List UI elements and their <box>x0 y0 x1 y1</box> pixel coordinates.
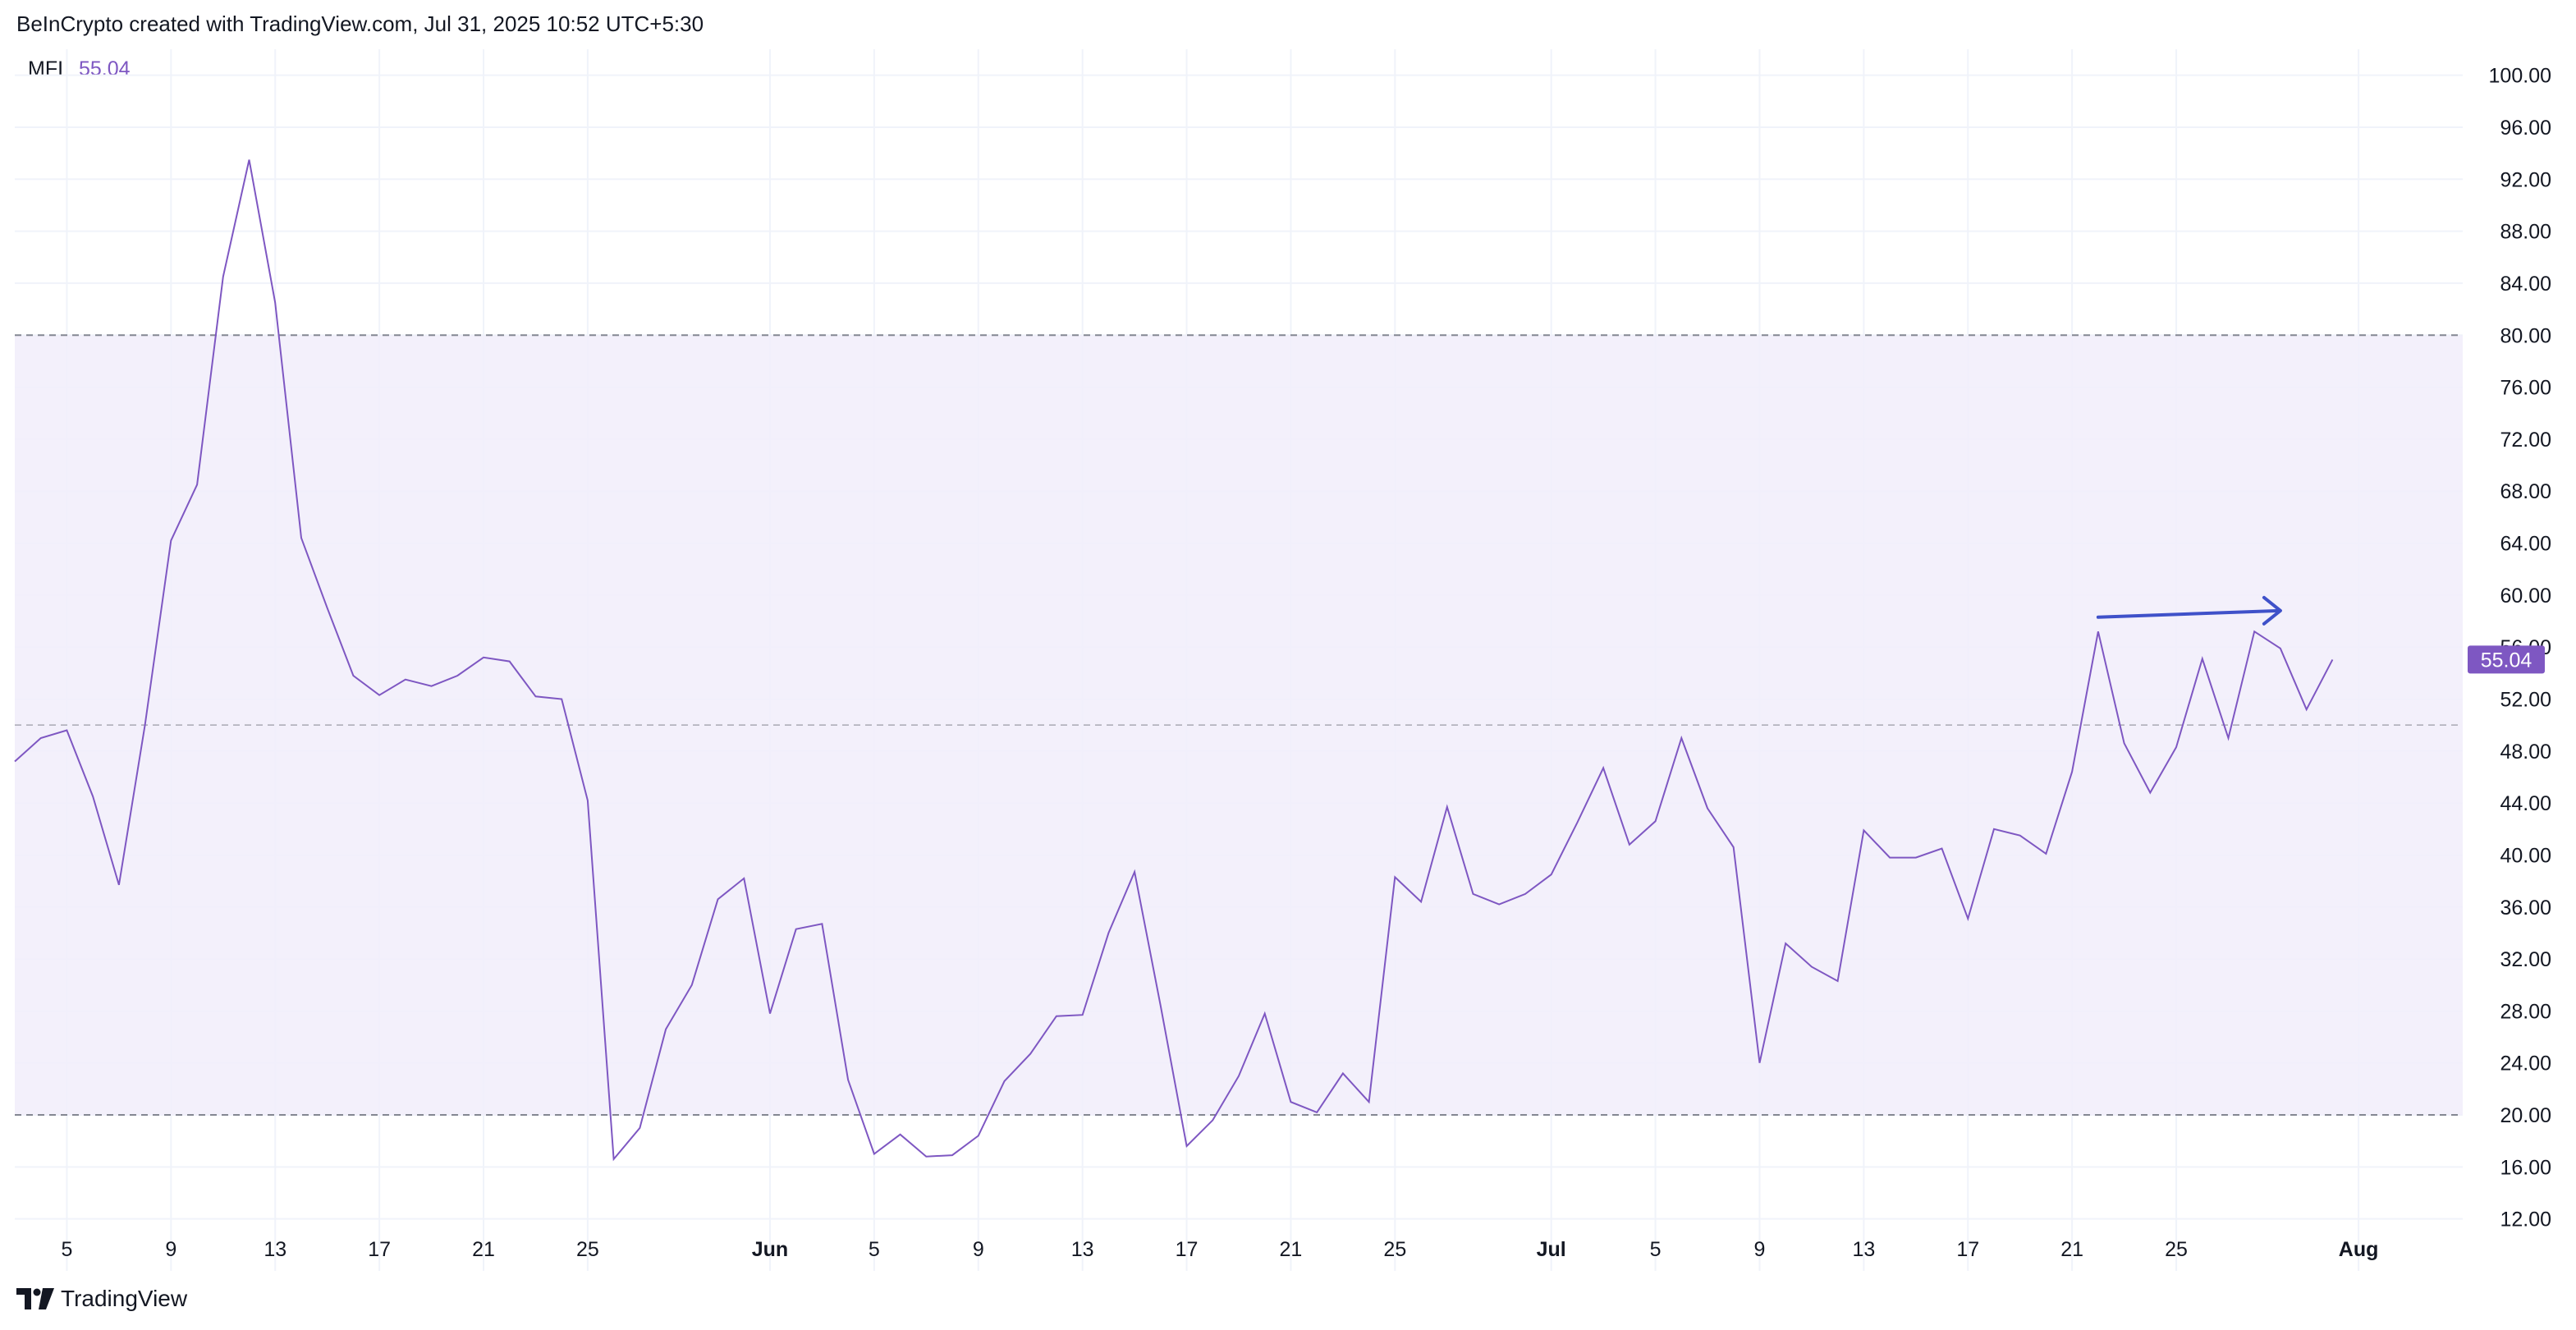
x-tick-label: 13 <box>264 1238 286 1261</box>
x-tick-label: 25 <box>1383 1238 1406 1261</box>
y-tick-label: 44.00 <box>2500 792 2551 815</box>
chart-attribution: BeInCrypto created with TradingView.com,… <box>16 11 704 36</box>
x-tick-label: 5 <box>61 1238 72 1261</box>
y-tick-label: 52.00 <box>2500 688 2551 711</box>
indicator-value: 55.04 <box>79 57 131 80</box>
indicator-name: MFI <box>28 57 64 80</box>
y-tick-label: 20.00 <box>2500 1104 2551 1127</box>
last-value-label: 55.04 <box>2468 645 2545 674</box>
y-tick-label: 80.00 <box>2500 324 2551 347</box>
y-tick-label: 48.00 <box>2500 741 2551 764</box>
x-tick-label: 25 <box>576 1238 599 1261</box>
time-axis[interactable]: 5 9 13 17 21 25 Jun 5 9 13 17 21 25 Jul 5 9 13 17 21 25 Aug <box>61 1238 2378 1261</box>
y-tick-label: 96.00 <box>2500 117 2551 140</box>
x-tick-label: 21 <box>472 1238 495 1261</box>
x-tick-label: 21 <box>1280 1238 1303 1261</box>
tradingview-brand-text: TradingView <box>61 1286 188 1311</box>
y-tick-label: 68.00 <box>2500 480 2551 503</box>
y-tick-label: 64.00 <box>2500 533 2551 556</box>
x-tick-label: Aug <box>2339 1238 2379 1261</box>
x-tick-label: 21 <box>2060 1238 2083 1261</box>
x-tick-label: 17 <box>1176 1238 1199 1261</box>
y-tick-label: 16.00 <box>2500 1156 2551 1179</box>
mfi-series-line <box>14 159 2334 1162</box>
y-tick-label: 60.00 <box>2500 585 2551 608</box>
x-tick-label: 5 <box>869 1238 880 1261</box>
y-tick-label: 24.00 <box>2500 1053 2551 1075</box>
x-tick-label: 25 <box>2165 1238 2188 1261</box>
arrow-shaft <box>2096 608 2280 619</box>
arrow-head <box>2262 595 2282 626</box>
level-lines <box>15 334 2463 1117</box>
y-tick-label: 88.00 <box>2500 221 2551 244</box>
trend-arrow-annotation <box>2096 595 2282 626</box>
tradingview-branding[interactable]: TradingView <box>16 1286 187 1312</box>
x-tick-label: 17 <box>1956 1238 1979 1261</box>
x-tick-label: 9 <box>1754 1238 1766 1261</box>
y-tick-label: 40.00 <box>2500 844 2551 867</box>
y-tick-label: 100.00 <box>2489 65 2551 88</box>
y-tick-label: 84.00 <box>2500 273 2551 296</box>
y-tick-label: 76.00 <box>2500 377 2551 400</box>
last-value-box <box>2468 645 2545 674</box>
x-tick-label: 5 <box>1650 1238 1662 1261</box>
y-tick-label: 12.00 <box>2500 1208 2551 1231</box>
tradingview-logo-icon <box>16 1288 54 1309</box>
x-tick-label: 13 <box>1852 1238 1875 1261</box>
y-tick-label: 72.00 <box>2500 429 2551 452</box>
last-value-text: 55.04 <box>2481 649 2532 672</box>
x-tick-label: 17 <box>368 1238 391 1261</box>
indicator-legend[interactable]: MFI 55.04 <box>28 57 131 81</box>
x-tick-label: Jun <box>752 1238 788 1261</box>
x-tick-label: Jul <box>1537 1238 1566 1261</box>
y-tick-label: 36.00 <box>2500 897 2551 920</box>
y-tick-label: 32.00 <box>2500 948 2551 971</box>
price-axis[interactable]: 12.00 16.00 20.00 24.00 28.00 32.00 36.00 40.00… <box>2489 65 2551 1231</box>
x-tick-label: 9 <box>165 1238 176 1261</box>
y-tick-label: 92.00 <box>2500 168 2551 191</box>
y-tick-label: 28.00 <box>2500 1000 2551 1023</box>
x-tick-label: 13 <box>1071 1238 1094 1261</box>
x-tick-label: 9 <box>973 1238 984 1261</box>
